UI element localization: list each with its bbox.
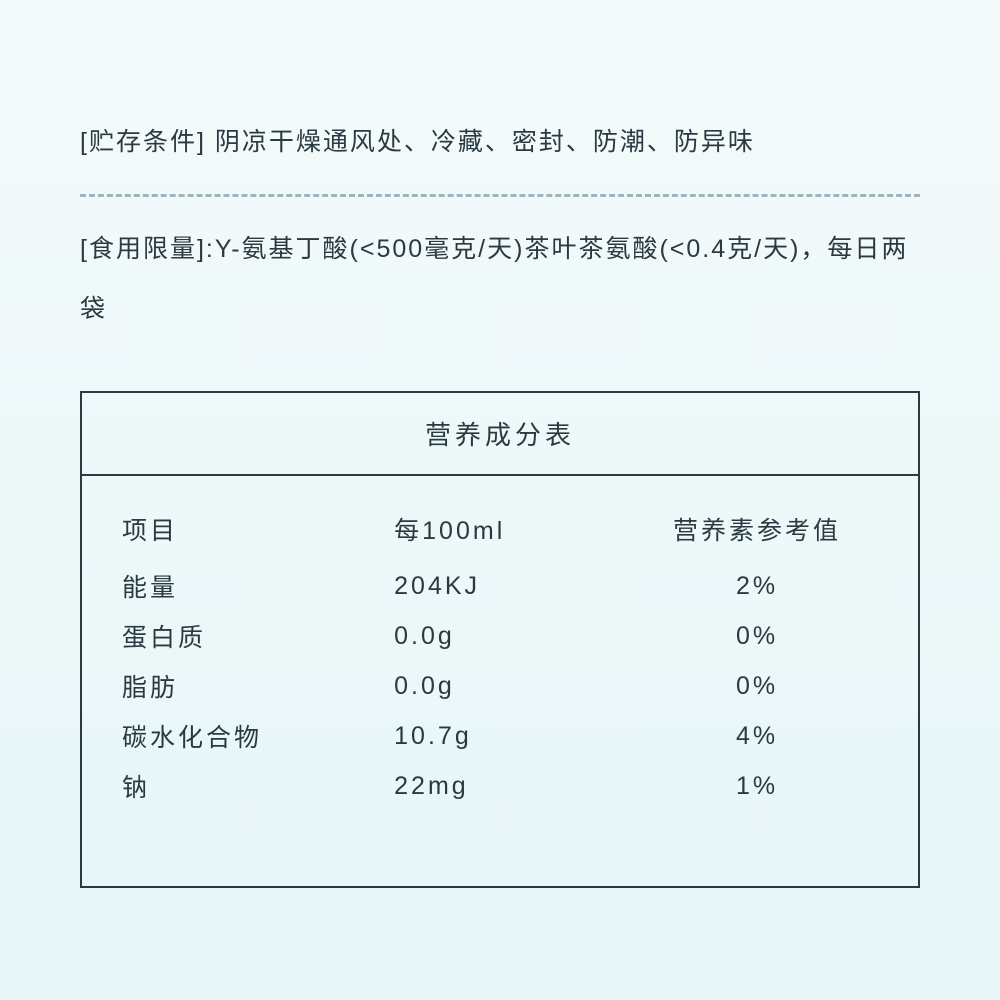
table-cell: 4% [636, 711, 878, 761]
table-body: 项目 每100ml 营养素参考值 能量204KJ2%蛋白质0.0g0%脂肪0.0… [82, 476, 918, 886]
table-cell: 能量 [122, 561, 394, 611]
table-cell: 0.0g [394, 661, 636, 711]
table-row: 碳水化合物10.7g4% [122, 711, 878, 761]
col-header-per100ml: 每100ml [394, 511, 636, 561]
table-cell: 1% [636, 761, 878, 811]
storage-label: [贮存条件] [80, 128, 206, 156]
table-cell: 2% [636, 561, 878, 611]
table-cell: 脂肪 [122, 661, 394, 711]
table-header-row: 项目 每100ml 营养素参考值 [122, 511, 878, 561]
table-rows: 能量204KJ2%蛋白质0.0g0%脂肪0.0g0%碳水化合物10.7g4%钠2… [122, 561, 878, 811]
table-title: 营养成分表 [82, 393, 918, 476]
limit-label: [食用限量]: [80, 235, 215, 263]
storage-text: 阴凉干燥通风处、冷藏、密封、防潮、防异味 [215, 128, 755, 156]
table-cell: 碳水化合物 [122, 711, 394, 761]
col-header-item: 项目 [122, 511, 394, 561]
table-cell: 0% [636, 611, 878, 661]
table-cell: 0.0g [394, 611, 636, 661]
table-cell: 22mg [394, 761, 636, 811]
table-row: 脂肪0.0g0% [122, 661, 878, 711]
table-cell: 钠 [122, 761, 394, 811]
table-row: 蛋白质0.0g0% [122, 611, 878, 661]
table-cell: 蛋白质 [122, 611, 394, 661]
table-row: 钠22mg1% [122, 761, 878, 811]
table-cell: 204KJ [394, 561, 636, 611]
table-cell: 0% [636, 661, 878, 711]
nutrition-data-table: 项目 每100ml 营养素参考值 能量204KJ2%蛋白质0.0g0%脂肪0.0… [122, 511, 878, 811]
table-row: 能量204KJ2% [122, 561, 878, 611]
col-header-nrv: 营养素参考值 [636, 511, 878, 561]
table-cell: 10.7g [394, 711, 636, 761]
divider [80, 194, 920, 197]
nutrition-table: 营养成分表 项目 每100ml 营养素参考值 能量204KJ2%蛋白质0.0g0… [80, 391, 920, 888]
storage-line: [贮存条件] 阴凉干燥通风处、冷藏、密封、防潮、防异味 [80, 100, 920, 184]
limit-line: [食用限量]:Y-氨基丁酸(<500毫克/天)茶叶茶氨酸(<0.4克/天)，每日… [80, 207, 920, 351]
